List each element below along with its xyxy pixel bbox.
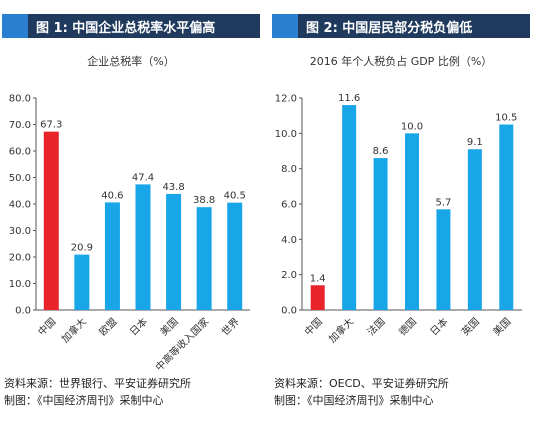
bar: [135, 184, 151, 310]
chart-panel-personal-tax: 图 2: 中国居民部分税负偏低 2016 年个人税负占 GDP 比例（%） 0.…: [272, 0, 534, 423]
y-tick-label: 0.0: [281, 306, 297, 317]
y-tick-label: 70.0: [9, 120, 31, 131]
data-label: 5.7: [435, 197, 451, 208]
bar: [467, 149, 482, 310]
bar: [227, 202, 243, 310]
bar: [43, 131, 59, 310]
source-line: 资料来源：OECD、平安证券研究所: [274, 377, 449, 390]
bar: [74, 254, 90, 310]
y-tick-label: 10.0: [275, 129, 297, 140]
x-tick-label: 美国: [157, 315, 180, 338]
chart-heading: 图 1: 中国企业总税率水平偏高: [36, 21, 216, 36]
y-tick-label: 6.0: [281, 200, 297, 211]
bar: [499, 124, 514, 310]
chart-heading: 图 2: 中国居民部分税负偏低: [306, 21, 473, 36]
data-label: 1.4: [310, 273, 326, 284]
y-tick-label: 2.0: [281, 270, 297, 281]
bar: [104, 202, 120, 310]
data-label: 40.6: [101, 190, 123, 201]
source-note: 资料来源：世界银行、平安证券研究所 制图：《中国经济周刊》采制中心: [4, 375, 191, 409]
bar: [405, 133, 419, 310]
data-label: 8.6: [373, 146, 389, 157]
y-tick-label: 40.0: [9, 200, 31, 211]
x-tick-label: 加拿大: [59, 315, 89, 345]
bar: [436, 209, 451, 310]
chart-title-bar: 图 1: 中国企业总税率水平偏高: [2, 14, 260, 38]
y-tick-label: 30.0: [9, 226, 31, 237]
x-tick-label: 美国: [490, 315, 513, 338]
x-tick-label: 法国: [364, 315, 387, 338]
data-label: 47.4: [132, 172, 154, 183]
data-label: 40.5: [224, 191, 246, 202]
x-tick-label: 中国: [35, 315, 58, 338]
data-label: 10.0: [401, 121, 423, 132]
title-accent-block: [2, 14, 28, 38]
x-tick-label: 英国: [459, 315, 482, 338]
data-label: 9.1: [467, 137, 483, 148]
bar: [342, 105, 357, 310]
y-tick-label: 60.0: [9, 147, 31, 158]
chart-subtitle: 企业总税率（%）: [87, 55, 175, 68]
x-tick-label: 德国: [396, 315, 419, 338]
bar: [310, 285, 325, 310]
bar-chart-personal-tax: 0.0 2.0 4.0 6.0 8.0 10.0 12.0 1.4 中国 11.6 加拿大 8.6 法国…: [275, 93, 522, 345]
bar-chart-corporate-tax: 0.0 10.0 20.0 30.0 40.0 50.0 60.0 70.0 80.0 67.3 中…: [9, 94, 250, 374]
y-tick-label: 12.0: [275, 94, 297, 105]
x-tick-label: 世界: [219, 316, 242, 339]
title-accent-block: [272, 14, 298, 38]
y-tick-label: 8.0: [281, 164, 297, 175]
credit-line: 制图：《中国经济周刊》采制中心: [274, 394, 434, 407]
chart-panel-corporate-tax: 图 1: 中国企业总税率水平偏高 企业总税率（%） 0.0 10.0 20.0 30.…: [2, 0, 264, 423]
x-tick-label: 中高等收入国家: [153, 315, 212, 374]
y-tick-label: 50.0: [9, 173, 31, 184]
y-tick-label: 80.0: [9, 94, 31, 105]
source-line: 资料来源：世界银行、平安证券研究所: [4, 377, 191, 390]
x-tick-label: 日本: [427, 315, 450, 338]
y-tick-label: 10.0: [9, 279, 31, 290]
data-label: 67.3: [40, 120, 62, 131]
x-tick-label: 加拿大: [326, 315, 356, 345]
y-tick-label: 20.0: [9, 253, 31, 264]
chart-title-bar: 图 2: 中国居民部分税负偏低: [272, 14, 530, 38]
y-tick-label: 0.0: [15, 306, 31, 317]
bar: [373, 158, 388, 310]
data-label: 43.8: [162, 182, 184, 193]
x-tick-label: 欧盟: [97, 316, 120, 339]
x-tick-label: 日本: [127, 315, 150, 338]
chart-subtitle: 2016 年个人税负占 GDP 比例（%）: [309, 55, 493, 68]
source-note: 资料来源：OECD、平安证券研究所 制图：《中国经济周刊》采制中心: [274, 375, 449, 409]
bar: [166, 193, 182, 310]
data-label: 10.5: [495, 113, 517, 124]
credit-line: 制图：《中国经济周刊》采制中心: [4, 394, 164, 407]
data-label: 11.6: [338, 93, 360, 104]
data-label: 20.9: [71, 243, 93, 254]
data-label: 38.8: [193, 195, 215, 206]
y-tick-label: 4.0: [281, 235, 297, 246]
x-tick-label: 中国: [302, 315, 325, 338]
bar: [196, 207, 212, 310]
